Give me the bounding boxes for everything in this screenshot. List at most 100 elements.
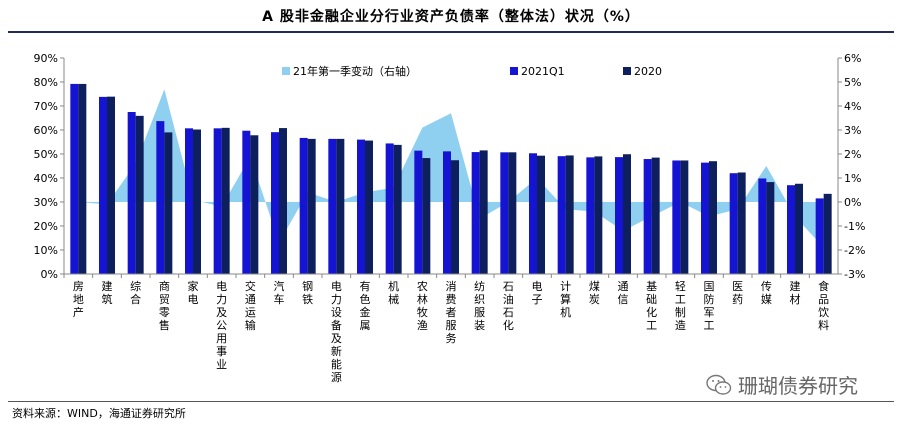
category-label: 机械 [388,279,399,306]
bar-2020 [680,160,689,274]
bar-2021q1 [328,138,337,274]
bar-2020 [336,138,345,274]
bar-2021q1 [500,152,509,274]
bar-2021q1 [443,151,451,274]
category-label: 轻工制造 [675,279,686,332]
right-tick-label: 3% [844,124,861,137]
wechat-icon [706,374,732,395]
bar-2021q1 [414,150,423,274]
source-note: 资料来源：WIND，海通证券研究所 [12,407,186,420]
bar-2021q1 [529,153,537,274]
bar-2021q1 [557,156,566,274]
bar-2020 [279,128,287,274]
bar-2021q1 [70,83,79,274]
bar-2020 [623,154,631,274]
left-tick-label: 40% [34,172,58,185]
left-tick-label: 10% [34,244,58,257]
left-tick-label: 30% [34,196,58,209]
bar-2021q1 [127,112,136,274]
bar-2021q1 [385,143,394,274]
watermark-text: 珊瑚债券研究 [738,374,858,398]
category-label: 电力设备及新能源 [331,280,342,384]
bar-2020 [709,161,717,274]
category-label: 通信 [618,280,629,306]
category-label: 钢铁 [302,280,313,306]
bar-2021q1 [643,159,652,274]
category-label: 电子 [532,280,543,306]
bar-2020 [651,157,660,274]
axis-layer: 0% 10% 20% 30% 40% 50% 60% 70% 80% 90% -3% -2% -1% 0%… [34,52,866,384]
right-tick-label: 0% [844,196,861,209]
bottom-rule [8,401,894,402]
category-label: 综合 [130,279,141,306]
bar-2020 [594,156,603,274]
category-label: 农林牧渔 [417,279,428,332]
legend-label: 2020 [634,65,662,78]
category-label: 有色金属 [360,279,371,332]
category-label: 石油石化 [503,280,514,332]
right-tick-label: 2% [844,148,861,161]
bar-2021q1 [471,152,480,274]
legend-layer: 21年第一季变动（右轴） 2021Q1 2020 [282,64,662,78]
bar-2020 [107,96,115,274]
category-label: 建筑 [102,279,113,306]
right-tick-label: -3% [844,268,865,281]
bar-2021q1 [701,162,709,274]
chart-title: A 股非金融企业分行业资产负债率（整体法）状况（%） [262,9,640,25]
category-label: 家电 [188,279,199,306]
bar-2020 [164,132,173,274]
bar-2020 [766,182,775,274]
bar-2020 [307,138,316,274]
right-tick-label: 4% [844,100,861,113]
left-tick-label: 80% [34,76,58,89]
left-tick-label: 50% [34,148,58,161]
bar-2021q1 [357,139,365,274]
bar-2021q1 [672,160,681,274]
bar-2021q1 [787,185,795,274]
bar-2021q1 [271,132,279,274]
left-tick-label: 60% [34,124,58,137]
bar-2020 [365,140,373,274]
bar-2020 [823,193,832,274]
category-label: 交通运输 [245,279,256,332]
bar-2020 [479,150,488,274]
bar-2021q1 [586,157,595,274]
legend-swatch [623,67,631,75]
category-label: 消费者服务 [446,279,457,345]
left-tick-label: 20% [34,220,58,233]
category-label: 传媒 [761,280,772,306]
bar-2020 [393,144,402,274]
bar-2020 [193,129,201,274]
bar-2020 [422,158,431,274]
left-tick-label: 90% [34,52,58,65]
bar-2021q1 [242,130,251,274]
watermark: 珊瑚债券研究 [706,370,858,399]
bar-2021q1 [729,173,738,274]
category-label: 商贸零售 [159,279,170,332]
bar-2020 [250,135,259,274]
category-label: 纺织服装 [474,279,485,332]
bar-2021q1 [299,137,308,274]
category-label: 国防军工 [704,280,715,332]
category-label: 房地产 [73,280,84,319]
legend-swatch [510,67,518,75]
right-tick-label: 6% [844,52,861,65]
bar-2021q1 [185,128,193,274]
bar-2021q1 [99,96,107,274]
bar-2021q1 [615,157,623,274]
bar-layer [70,83,832,275]
bar-2021q1 [156,121,165,275]
bar-2021q1 [758,178,767,274]
right-tick-label: 5% [844,76,861,89]
legend-swatch [282,67,290,75]
category-label: 建材 [790,279,801,306]
bar-2020 [451,160,459,274]
bar-2020 [737,172,746,274]
category-label: 煤炭 [589,280,600,306]
bar-2021q1 [815,198,824,274]
bar-2020 [508,152,517,274]
legend-label: 2021Q1 [521,65,565,78]
title-rule [8,31,894,33]
bar-2020 [78,83,87,274]
